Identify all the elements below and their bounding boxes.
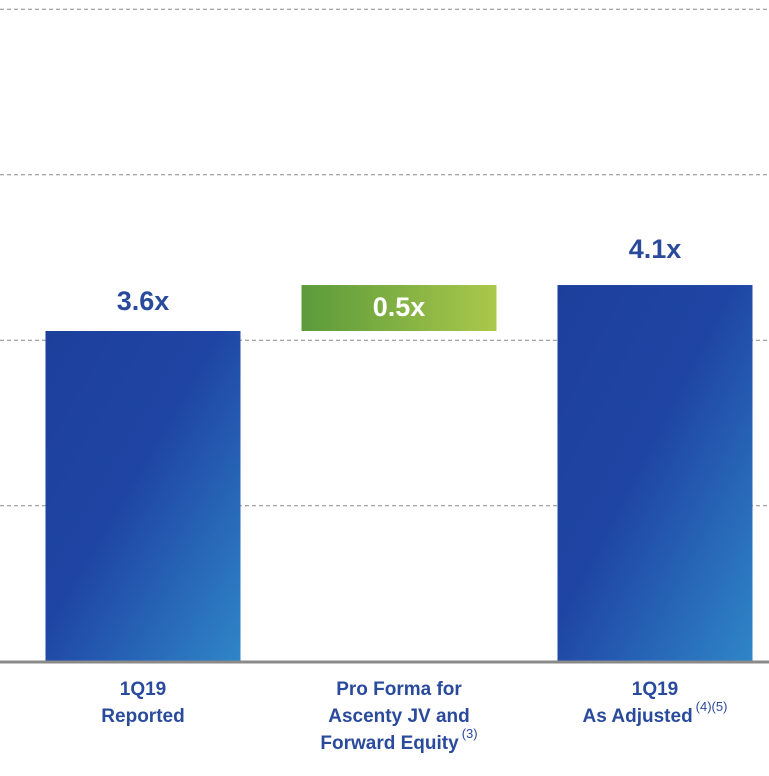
bar — [557, 285, 753, 662]
category-line: As Adjusted — [583, 706, 693, 727]
bar — [45, 331, 241, 662]
data-label: 4.1x — [629, 234, 682, 264]
x-tick-label: Pro Forma for — [336, 679, 462, 700]
x-tick-label: As Adjusted (4)(5) — [583, 699, 728, 727]
data-label: 0.5x — [373, 292, 426, 322]
category-line: Forward Equity — [320, 733, 459, 754]
bar — [301, 285, 497, 331]
footnote-ref: (4)(5) — [696, 699, 728, 714]
data-label: 3.6x — [117, 286, 170, 316]
footnote-ref: (3) — [462, 726, 478, 741]
x-tick-label: 1Q19 — [120, 679, 166, 700]
x-tick-label: Forward Equity (3) — [320, 726, 477, 754]
x-tick-label: Ascenty JV and — [328, 706, 470, 727]
x-tick-label: Reported — [101, 706, 184, 727]
x-tick-label: 1Q19 — [632, 679, 678, 700]
